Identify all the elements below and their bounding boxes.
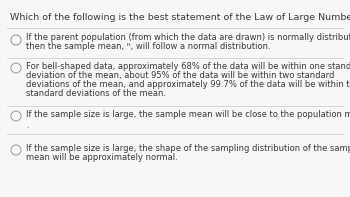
Text: then the sample mean, ᴴ, will follow a normal distribution.: then the sample mean, ᴴ, will follow a n…	[26, 42, 271, 51]
Text: If the sample size is large, the sample mean will be close to the population mea: If the sample size is large, the sample …	[26, 110, 350, 119]
Text: deviations of the mean, and approximately 99.7% of the data will be within three: deviations of the mean, and approximatel…	[26, 80, 350, 89]
Text: If the sample size is large, the shape of the sampling distribution of the sampl: If the sample size is large, the shape o…	[26, 144, 350, 153]
Text: deviation of the mean, about 95% of the data will be within two standard: deviation of the mean, about 95% of the …	[26, 71, 334, 80]
Text: For bell-shaped data, approximately 68% of the data will be within one standard: For bell-shaped data, approximately 68% …	[26, 62, 350, 71]
Text: If the parent population (from which the data are drawn) is normally distributed: If the parent population (from which the…	[26, 33, 350, 42]
Text: .: .	[26, 121, 29, 130]
Text: standard deviations of the mean.: standard deviations of the mean.	[26, 89, 166, 98]
Text: Which of the following is the best statement of the Law of Large Numbers?: Which of the following is the best state…	[10, 13, 350, 22]
Text: mean will be approximately normal.: mean will be approximately normal.	[26, 153, 178, 162]
